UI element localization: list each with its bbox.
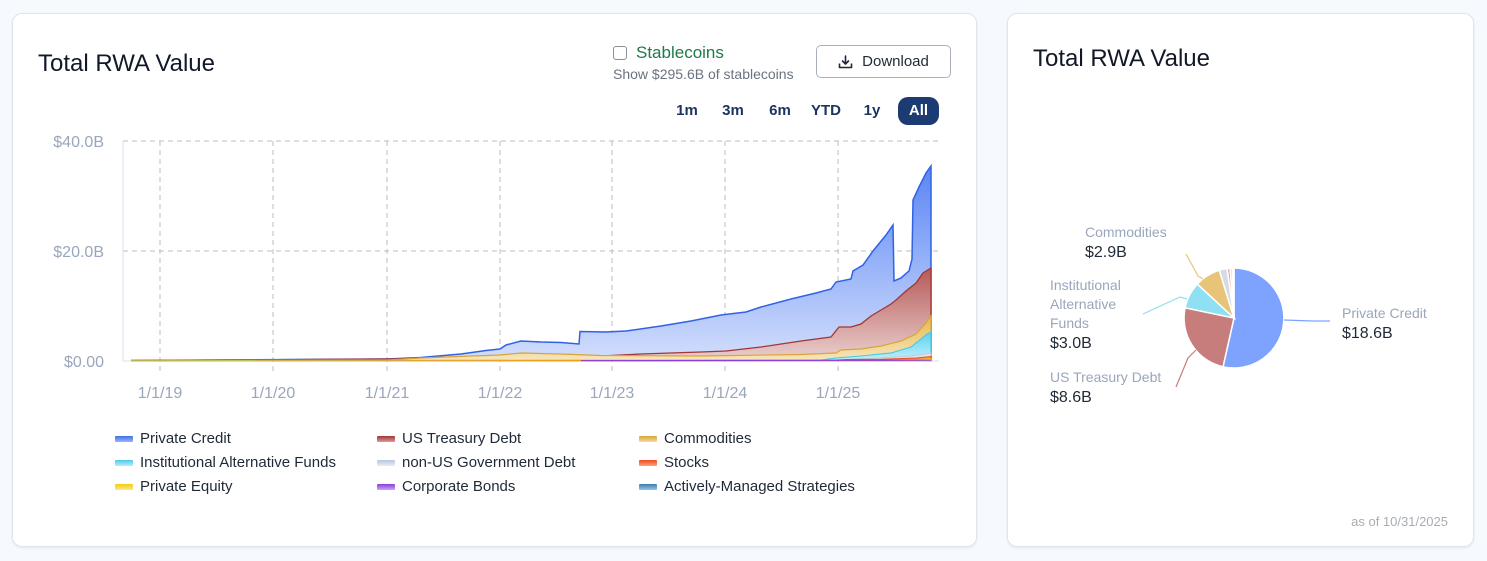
- pie-label-iaf-2: Alternative: [1050, 296, 1116, 312]
- pie-label-us-treasury-debt: US Treasury Debt: [1050, 369, 1161, 385]
- pie-label-iaf-1: Institutional: [1050, 277, 1121, 293]
- legend-institutional-alternative-funds[interactable]: Institutional Alternative Funds: [115, 453, 377, 472]
- stablecoins-subtext: Show $295.6B of stablecoins: [613, 66, 794, 82]
- pie-value-us-treasury-debt: $8.6B: [1050, 389, 1092, 406]
- svg-text:$0.00: $0.00: [64, 354, 104, 371]
- legend-actively-managed-strategies[interactable]: Actively-Managed Strategies: [639, 477, 939, 496]
- legend-corporate-bonds[interactable]: Corporate Bonds: [377, 477, 639, 496]
- pie-slices: [1183, 267, 1285, 369]
- pie-labels: Commodities $2.9B Institutional Alternat…: [1050, 224, 1427, 406]
- y-axis-labels: $40.0B $20.0B $0.00: [53, 134, 104, 371]
- legend-non-us-government-debt[interactable]: non-US Government Debt: [377, 453, 639, 472]
- svg-text:1/1/21: 1/1/21: [365, 385, 410, 401]
- range-6m[interactable]: 6m: [769, 102, 791, 119]
- legend-swatch: [639, 435, 657, 442]
- range-ytd[interactable]: YTD: [811, 102, 841, 119]
- legend-private-equity[interactable]: Private Equity: [115, 477, 377, 496]
- slice-private-credit[interactable]: [1222, 267, 1285, 369]
- slice-us-treasury-debt[interactable]: [1183, 306, 1235, 368]
- legend-commodities[interactable]: Commodities: [639, 429, 939, 448]
- stablecoins-toggle: Stablecoins Show $295.6B of stablecoins: [613, 43, 794, 82]
- legend-swatch: [377, 483, 395, 490]
- stacked-area-chart[interactable]: $40.0B $20.0B $0.00 1/1/19 1/1/20 1/1/21…: [1, 1, 966, 401]
- legend-swatch: [639, 483, 657, 490]
- series-private-credit[interactable]: [130, 163, 932, 362]
- svg-text:1/1/23: 1/1/23: [590, 385, 635, 401]
- range-3m[interactable]: 3m: [722, 102, 744, 119]
- series-corporate-bonds[interactable]: [580, 359, 932, 362]
- total-rwa-pie-card: Total RWA Value: [1007, 13, 1474, 547]
- series-institutional-alternative-funds[interactable]: [130, 331, 932, 362]
- legend-us-treasury-debt[interactable]: US Treasury Debt: [377, 429, 639, 448]
- legend-swatch: [377, 459, 395, 466]
- download-button[interactable]: Download: [816, 45, 951, 78]
- pie-value-private-credit: $18.6B: [1342, 325, 1393, 342]
- stablecoins-checkbox[interactable]: [613, 46, 627, 60]
- download-label: Download: [862, 53, 929, 70]
- pie-label-commodities: Commodities: [1085, 224, 1167, 240]
- pie-value-commodities: $2.9B: [1085, 244, 1127, 261]
- svg-text:$40.0B: $40.0B: [53, 134, 104, 151]
- slice-corporate-bonds[interactable]: [1231, 267, 1235, 319]
- as-of-date: as of 10/31/2025: [1351, 514, 1448, 529]
- svg-text:1/1/20: 1/1/20: [251, 385, 296, 401]
- legend-swatch: [115, 483, 133, 490]
- legend-swatch: [377, 435, 395, 442]
- total-rwa-area-card: Total RWA Value Stablecoins Show $295.6B…: [12, 13, 977, 547]
- pie-label-iaf-3: Funds: [1050, 315, 1089, 331]
- pie-value-iaf: $3.0B: [1050, 335, 1092, 352]
- range-1m[interactable]: 1m: [676, 102, 698, 119]
- legend-swatch: [115, 459, 133, 466]
- pie-leader-lines: [1142, 253, 1330, 388]
- legend-private-credit[interactable]: Private Credit: [115, 429, 377, 448]
- svg-text:1/1/25: 1/1/25: [816, 385, 861, 401]
- svg-text:1/1/24: 1/1/24: [703, 385, 748, 401]
- pie-chart[interactable]: Commodities $2.9B Institutional Alternat…: [1007, 13, 1474, 547]
- area-chart-title: Total RWA Value: [38, 50, 215, 77]
- range-1y[interactable]: 1y: [863, 102, 881, 119]
- series-commodities[interactable]: [130, 314, 932, 362]
- download-icon: [838, 54, 853, 68]
- legend-swatch: [115, 435, 133, 442]
- pie-chart-title: Total RWA Value: [1033, 45, 1210, 72]
- chart-legend: Private Credit US Treasury Debt Commodit…: [115, 429, 955, 496]
- x-axis-labels: 1/1/19 1/1/20 1/1/21 1/1/22 1/1/23 1/1/2…: [138, 385, 861, 401]
- legend-stocks[interactable]: Stocks: [639, 453, 939, 472]
- stablecoins-label[interactable]: Stablecoins: [636, 43, 724, 62]
- svg-text:1/1/22: 1/1/22: [478, 385, 523, 401]
- svg-text:$20.0B: $20.0B: [53, 244, 104, 261]
- svg-text:1/1/19: 1/1/19: [138, 385, 183, 401]
- legend-swatch: [639, 459, 657, 466]
- range-all[interactable]: All: [898, 97, 939, 125]
- pie-label-private-credit: Private Credit: [1342, 305, 1427, 321]
